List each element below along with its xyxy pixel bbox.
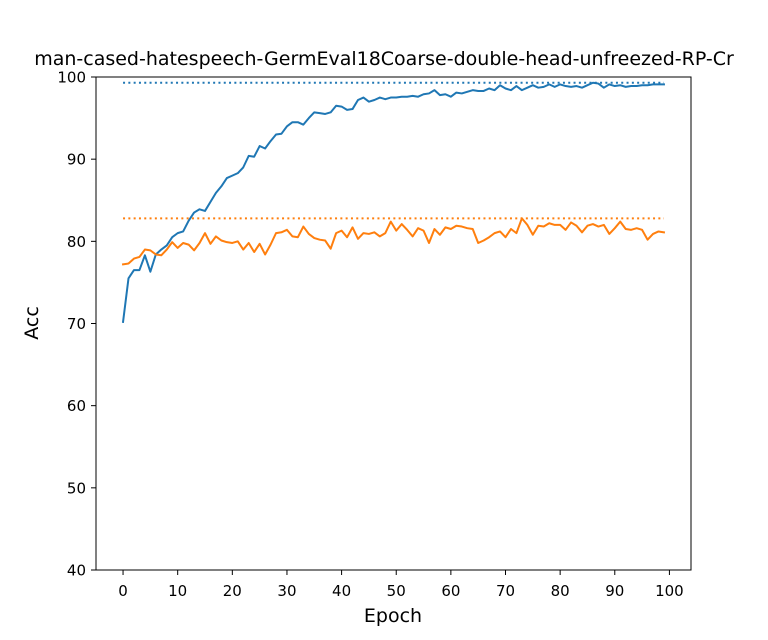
x-axis-label: Epoch [364,605,422,627]
y-tick-label: 80 [67,233,86,251]
x-tick-label: 10 [168,582,187,600]
series-line-1 [121,217,666,266]
x-tick-label: 90 [605,582,624,600]
x-tick-label: 70 [496,582,515,600]
y-tick-label: 90 [67,151,86,169]
x-tick-label: 40 [332,582,351,600]
series-line-0 [121,81,665,323]
x-axis: 0 10 20 30 40 50 60 70 80 90 100 [118,570,684,600]
y-tick-label: 100 [57,69,86,87]
chart-title: man-cased-hatespeech-GermEval18Coarse-do… [34,48,734,70]
x-tick-label: 50 [387,582,406,600]
y-tick-label: 40 [67,562,86,580]
x-tick-label: 100 [655,582,684,600]
y-tick-label: 70 [67,315,86,333]
x-tick-label: 30 [277,582,296,600]
plot-series [121,81,666,323]
x-tick-label: 80 [551,582,570,600]
y-axis: 40 50 60 70 80 90 100 [57,69,96,580]
x-tick-label: 20 [223,582,242,600]
x-tick-label: 0 [118,582,128,600]
y-tick-label: 50 [67,479,86,497]
y-tick-label: 60 [67,397,86,415]
x-tick-label: 60 [441,582,460,600]
y-axis-label: Acc [21,306,43,340]
